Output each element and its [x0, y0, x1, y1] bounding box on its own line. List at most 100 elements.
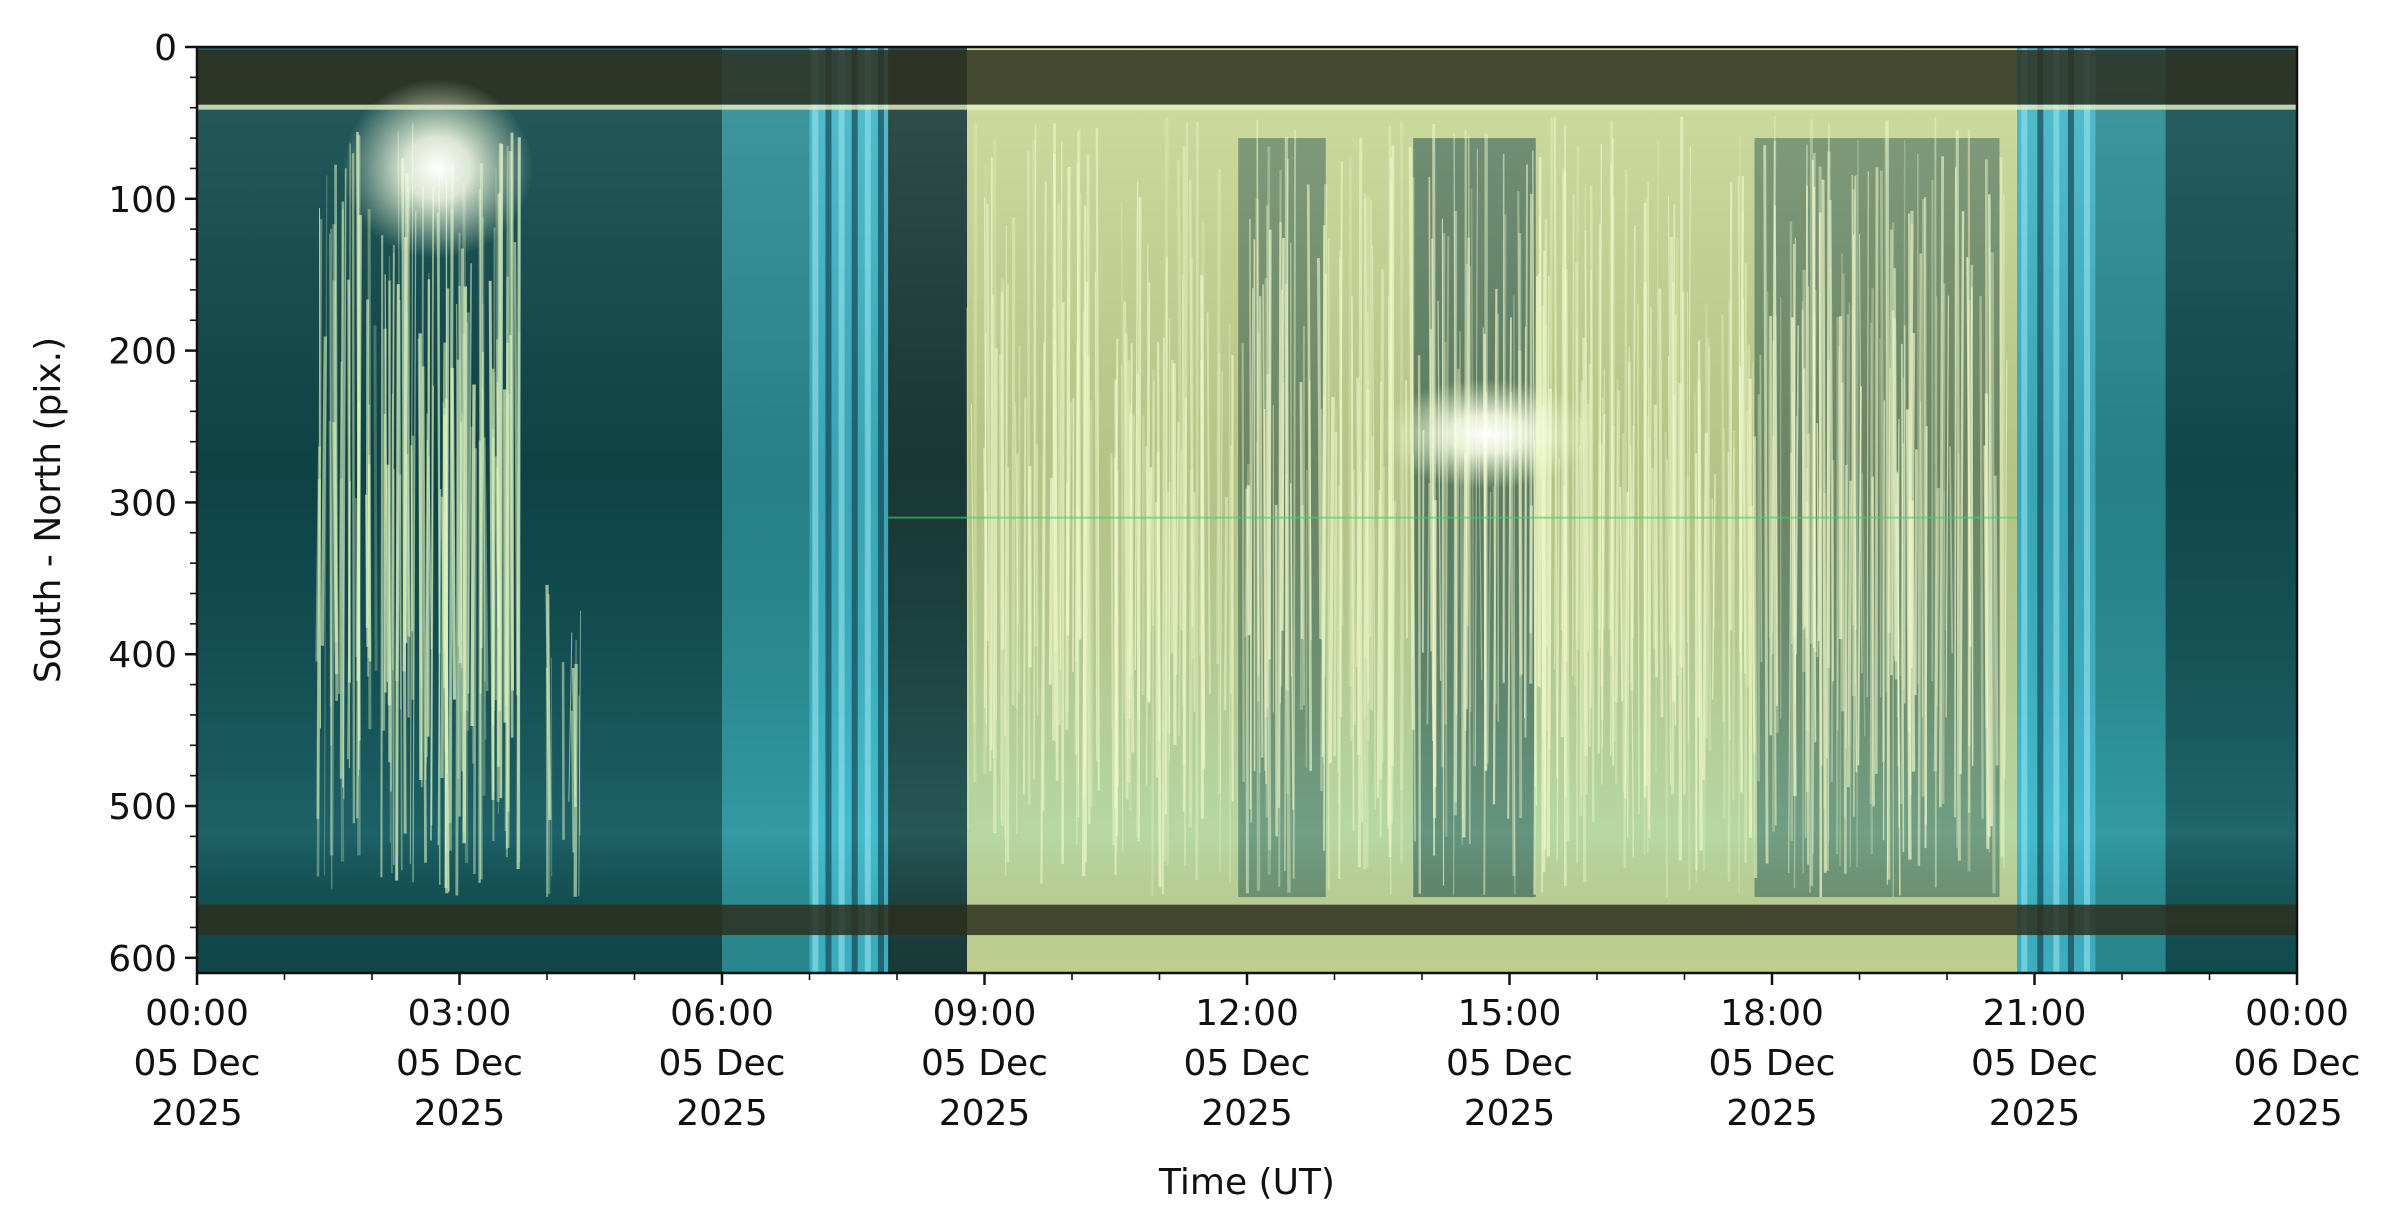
- streak: [571, 667, 577, 808]
- streak: [1871, 476, 1875, 807]
- streak: [1664, 431, 1668, 898]
- streak: [1265, 146, 1271, 818]
- streak: [1052, 337, 1058, 652]
- streak: [1750, 505, 1756, 753]
- streak: [1219, 371, 1223, 872]
- streak: [1658, 288, 1664, 718]
- streak: [1770, 140, 1777, 655]
- streak: [1268, 229, 1272, 660]
- streak: [1914, 449, 1918, 696]
- streak: [1576, 445, 1581, 632]
- streak: [1653, 404, 1659, 678]
- streak: [1615, 379, 1619, 785]
- streak: [1265, 205, 1272, 851]
- streak: [384, 274, 389, 682]
- streak: [1885, 120, 1891, 880]
- streak: [1151, 381, 1155, 626]
- streak: [1609, 425, 1615, 656]
- streak: [320, 336, 328, 646]
- streak: [1844, 314, 1849, 749]
- streak: [481, 387, 487, 740]
- x-tick-label: 2025: [2251, 1093, 2343, 1134]
- twilight-stripe: [2053, 47, 2060, 973]
- streak: [1727, 451, 1731, 740]
- streak: [1381, 465, 1385, 763]
- streak: [1278, 170, 1282, 887]
- streak: [1246, 485, 1252, 636]
- streak: [391, 393, 394, 874]
- streak: [1667, 355, 1672, 785]
- streak: [1687, 146, 1691, 744]
- streak: [412, 210, 417, 883]
- y-axis-title: South - North (pix.): [28, 337, 69, 683]
- streak: [1492, 288, 1498, 805]
- streak: [1666, 459, 1671, 645]
- streak: [418, 333, 423, 781]
- streak: [392, 252, 395, 671]
- streak: [1729, 181, 1733, 631]
- y-tick-label: 100: [108, 180, 177, 221]
- streak: [316, 479, 321, 819]
- streak: [1249, 219, 1253, 823]
- streak: [1938, 156, 1944, 808]
- streak: [465, 312, 470, 711]
- x-tick-label: 2025: [151, 1093, 243, 1134]
- streak: [1026, 151, 1031, 805]
- streak: [427, 279, 431, 737]
- streak: [1188, 468, 1194, 828]
- streak: [448, 208, 454, 824]
- streak: [1608, 120, 1614, 630]
- streak: [488, 280, 495, 800]
- streak: [1722, 428, 1726, 818]
- y-tick-label: 200: [108, 332, 177, 373]
- streak: [1284, 284, 1291, 893]
- streak: [473, 448, 477, 875]
- streak: [1441, 218, 1445, 886]
- streak: [1040, 342, 1046, 884]
- streak: [1176, 160, 1183, 631]
- twilight-stripe: [877, 47, 884, 973]
- streak: [1903, 140, 1906, 690]
- streak: [1921, 199, 1926, 797]
- streak: [1274, 504, 1279, 837]
- streak: [381, 328, 387, 731]
- streak: [578, 610, 582, 897]
- twilight-stripe: [2037, 47, 2044, 973]
- x-tick-label: 2025: [1726, 1093, 1818, 1134]
- y-tick-label: 400: [108, 635, 177, 676]
- streak: [1993, 475, 1999, 766]
- streak: [1399, 425, 1405, 864]
- streak: [1580, 380, 1587, 883]
- streak: [1706, 338, 1712, 752]
- streak: [1702, 432, 1708, 780]
- x-tick-label: 05 Dec: [1709, 1043, 1836, 1084]
- x-axis-title: Time (UT): [1158, 1162, 1335, 1203]
- streak: [1954, 167, 1957, 818]
- streak: [574, 639, 578, 796]
- twilight-stripe: [838, 47, 845, 973]
- streak: [398, 299, 403, 871]
- streak: [1094, 271, 1098, 761]
- streak: [1740, 211, 1744, 633]
- streak: [347, 279, 351, 683]
- streak: [1351, 295, 1355, 831]
- streak: [1452, 418, 1457, 896]
- streak: [1350, 350, 1354, 741]
- streak: [1941, 283, 1946, 804]
- streak: [329, 280, 336, 856]
- streak: [1955, 130, 1961, 861]
- streak: [1164, 256, 1168, 815]
- x-tick-label: 2025: [1989, 1093, 2081, 1134]
- streak: [1362, 460, 1369, 719]
- streak: [1739, 175, 1745, 653]
- streak: [1011, 217, 1016, 706]
- streak: [1036, 444, 1039, 716]
- x-tick-label: 06 Dec: [2234, 1043, 2361, 1084]
- streak: [1866, 171, 1869, 698]
- x-tick-label: 2025: [939, 1093, 1031, 1134]
- streak: [1990, 252, 1996, 894]
- streak: [1979, 296, 1984, 819]
- streak: [516, 137, 521, 870]
- y-tick-label: 600: [108, 939, 177, 980]
- streak: [1000, 292, 1005, 649]
